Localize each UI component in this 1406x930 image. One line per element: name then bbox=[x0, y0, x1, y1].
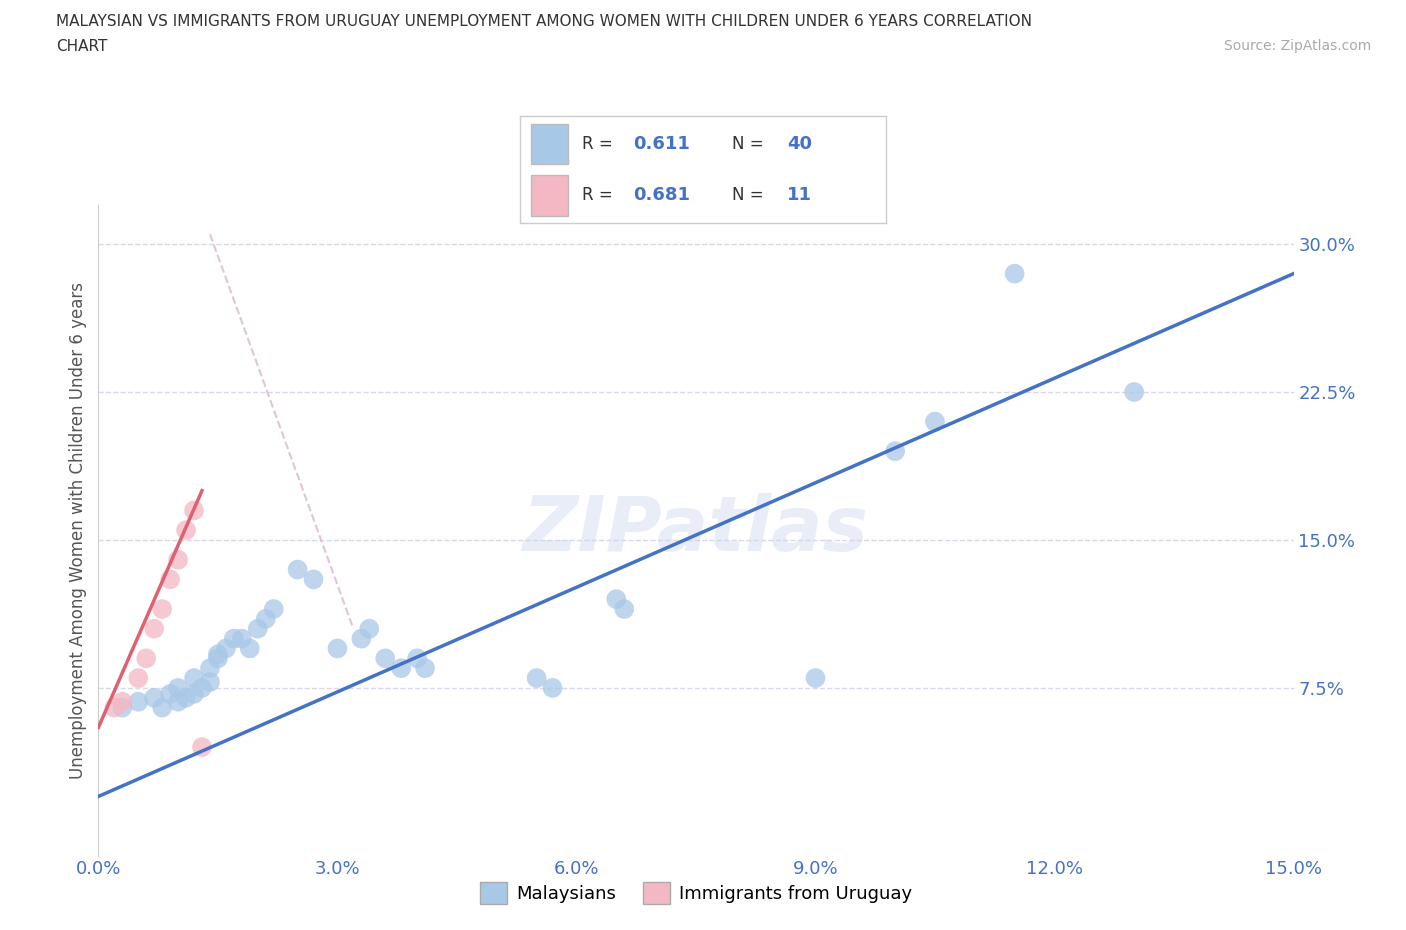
Point bbox=[1004, 266, 1026, 281]
Point bbox=[111, 700, 134, 715]
Text: CHART: CHART bbox=[56, 39, 108, 54]
Point bbox=[167, 695, 190, 710]
Point bbox=[135, 651, 157, 666]
Point bbox=[183, 686, 205, 701]
Point bbox=[191, 739, 214, 754]
Text: 0.611: 0.611 bbox=[634, 135, 690, 153]
Point bbox=[326, 641, 349, 656]
Text: N =: N = bbox=[733, 186, 763, 205]
Text: R =: R = bbox=[582, 186, 613, 205]
Point bbox=[263, 602, 285, 617]
Point bbox=[159, 686, 181, 701]
Point bbox=[541, 681, 564, 696]
Point bbox=[167, 681, 190, 696]
Point bbox=[804, 671, 827, 685]
Legend: Malaysians, Immigrants from Uruguay: Malaysians, Immigrants from Uruguay bbox=[472, 875, 920, 911]
Point bbox=[191, 681, 214, 696]
Point bbox=[231, 631, 253, 646]
Point bbox=[413, 660, 436, 675]
Point bbox=[1123, 385, 1146, 400]
Point bbox=[167, 552, 190, 567]
Point bbox=[350, 631, 373, 646]
Point bbox=[287, 562, 309, 577]
Text: MALAYSIAN VS IMMIGRANTS FROM URUGUAY UNEMPLOYMENT AMONG WOMEN WITH CHILDREN UNDE: MALAYSIAN VS IMMIGRANTS FROM URUGUAY UNE… bbox=[56, 14, 1032, 29]
Text: 40: 40 bbox=[787, 135, 813, 153]
Point bbox=[924, 414, 946, 429]
Text: Source: ZipAtlas.com: Source: ZipAtlas.com bbox=[1223, 39, 1371, 53]
Point bbox=[254, 611, 277, 626]
Point bbox=[198, 674, 221, 689]
Text: N =: N = bbox=[733, 135, 763, 153]
Point bbox=[183, 671, 205, 685]
Text: ZIPatlas: ZIPatlas bbox=[523, 493, 869, 567]
Point bbox=[143, 621, 166, 636]
Point bbox=[150, 602, 173, 617]
Point bbox=[159, 572, 181, 587]
Point bbox=[222, 631, 245, 646]
Y-axis label: Unemployment Among Women with Children Under 6 years: Unemployment Among Women with Children U… bbox=[69, 282, 87, 778]
Point bbox=[150, 700, 173, 715]
Point bbox=[526, 671, 548, 685]
Point bbox=[215, 641, 238, 656]
Point bbox=[246, 621, 269, 636]
Point bbox=[174, 690, 197, 705]
Point bbox=[174, 523, 197, 538]
Point bbox=[127, 695, 149, 710]
Point bbox=[302, 572, 325, 587]
Point bbox=[103, 700, 125, 715]
Point bbox=[111, 695, 134, 710]
Point bbox=[613, 602, 636, 617]
Point bbox=[359, 621, 381, 636]
Point bbox=[143, 690, 166, 705]
Point bbox=[207, 651, 229, 666]
Point bbox=[605, 591, 627, 606]
Bar bbox=[531, 124, 568, 165]
Point bbox=[374, 651, 396, 666]
Text: 0.681: 0.681 bbox=[634, 186, 690, 205]
Point bbox=[239, 641, 262, 656]
Text: 11: 11 bbox=[787, 186, 813, 205]
Point bbox=[884, 444, 907, 458]
Point bbox=[406, 651, 429, 666]
Point bbox=[389, 660, 412, 675]
Point bbox=[127, 671, 149, 685]
Point bbox=[198, 660, 221, 675]
Point bbox=[207, 647, 229, 662]
Text: R =: R = bbox=[582, 135, 613, 153]
Bar bbox=[531, 175, 568, 216]
Point bbox=[183, 503, 205, 518]
